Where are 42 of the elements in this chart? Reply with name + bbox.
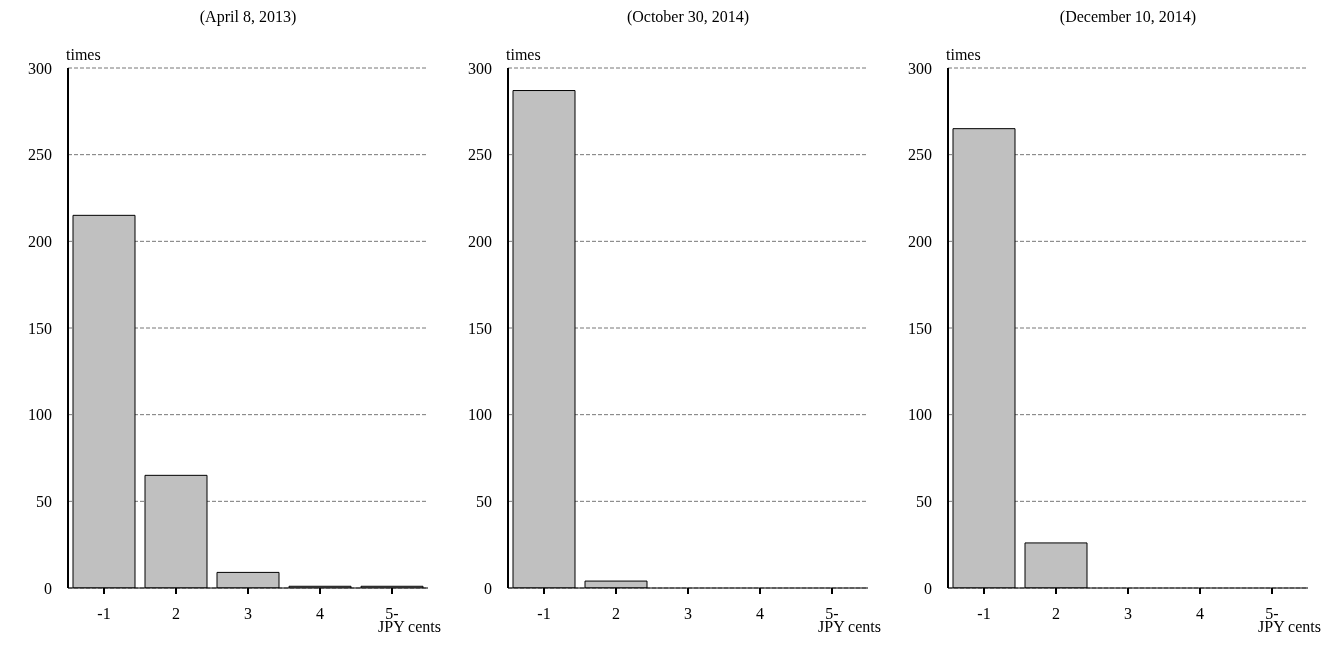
y-tick-label: 0 [924,579,932,597]
x-tick-label: 3 [1124,605,1132,623]
y-axis-title: times [66,46,101,64]
x-tick-label: 3 [684,605,692,623]
y-tick-label: 50 [36,493,52,511]
x-axis-title: JPY cents [818,618,881,636]
y-tick-label: 150 [28,319,52,337]
y-tick-label: 250 [28,146,52,164]
y-tick-label: 0 [44,579,52,597]
x-tick-label: -1 [537,605,551,623]
y-tick-label: 50 [476,493,492,511]
y-tick-label: 100 [28,406,52,424]
x-tick-label: 2 [172,605,180,623]
y-tick-label: 300 [28,59,52,77]
y-tick-label: 0 [484,579,492,597]
y-tick-label: 300 [468,59,492,77]
x-tick-label: 3 [244,605,252,623]
y-tick-label: 250 [908,146,932,164]
x-tick-label: 2 [1052,605,1060,623]
y-tick-label: 300 [908,59,932,77]
y-tick-label: 150 [908,319,932,337]
y-tick-label: 50 [916,493,932,511]
y-tick-label: 200 [28,233,52,251]
y-axis-title: times [946,46,981,64]
x-tick-label: 4 [756,605,764,623]
y-axis-title: times [506,46,541,64]
chart-title: (December 10, 2014) [1058,8,1198,26]
chart-title: (October 30, 2014) [625,8,751,26]
y-tick-label: 200 [468,233,492,251]
y-tick-label: 100 [908,406,932,424]
x-tick-label: 4 [316,605,324,623]
y-tick-label: 100 [468,406,492,424]
x-tick-label: 4 [1196,605,1204,623]
y-tick-label: 150 [468,319,492,337]
y-tick-label: 200 [908,233,932,251]
x-tick-label: -1 [97,605,111,623]
y-tick-label: 250 [468,146,492,164]
x-axis-title: JPY cents [378,618,441,636]
x-tick-label: 2 [612,605,620,623]
x-tick-label: -1 [977,605,991,623]
x-axis-title: JPY cents [1258,618,1321,636]
chart-title: (April 8, 2013) [198,8,298,26]
